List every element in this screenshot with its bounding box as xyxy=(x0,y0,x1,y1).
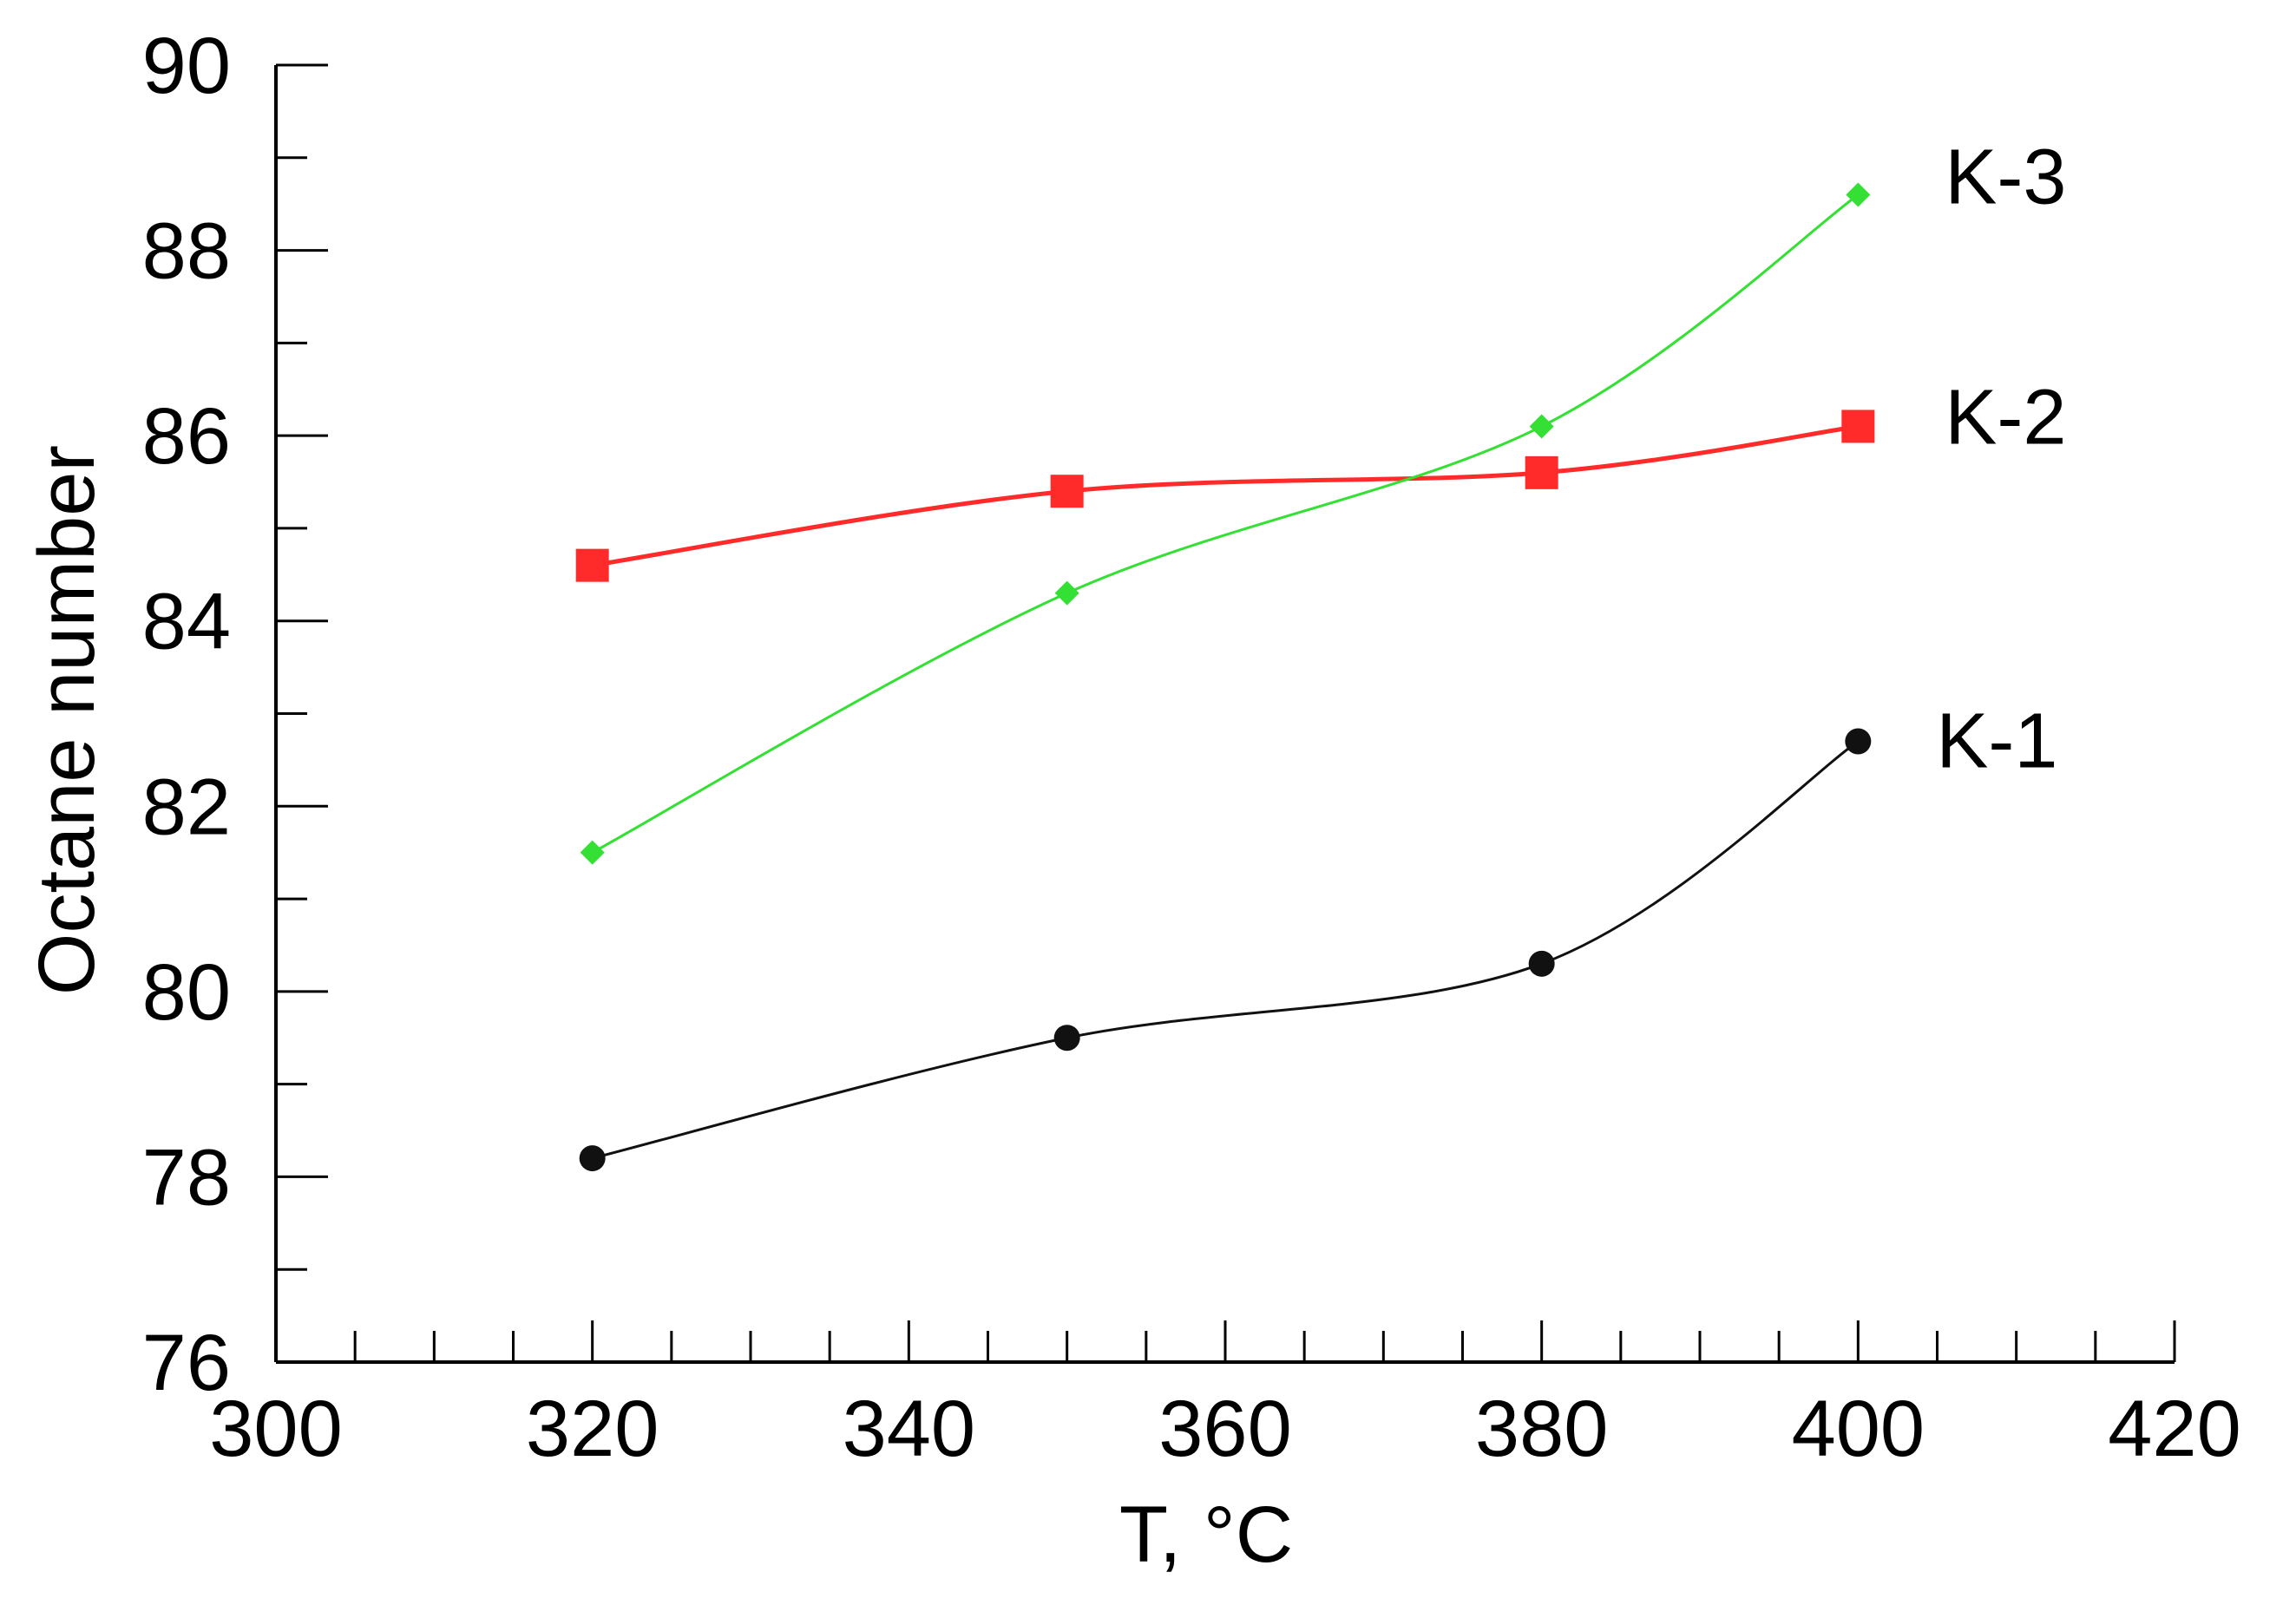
y-tick-label: 80 xyxy=(142,948,231,1037)
y-tick-label: 88 xyxy=(142,207,231,296)
y-axis-title: Octane number xyxy=(23,445,111,995)
x-tick-label: 360 xyxy=(1158,1385,1292,1473)
series-line-k-2 xyxy=(592,423,1859,568)
series-label-k-3: K-3 xyxy=(1945,134,2066,221)
x-tick-label: 400 xyxy=(1792,1385,1925,1473)
x-tick-label: 340 xyxy=(843,1385,976,1473)
series-line-k-3 xyxy=(591,193,1860,854)
data-point-k-2 xyxy=(1841,409,1875,443)
axes: 300 320 340 360 380 400 420 76 78 80 82 84 86 88 90 xyxy=(142,22,2241,1473)
data-point-k-2 xyxy=(575,548,609,582)
y-tick-label: 84 xyxy=(142,578,231,666)
data-point-k-3 xyxy=(1846,182,1871,207)
series-line-k-1 xyxy=(592,740,1860,1160)
y-tick-label: 76 xyxy=(142,1319,231,1407)
data-point-k-1 xyxy=(1845,728,1872,755)
y-tick-label: 78 xyxy=(142,1133,231,1222)
data-point-k-3 xyxy=(1529,414,1554,439)
data-point-k-2 xyxy=(1525,455,1558,489)
data-point-k-1 xyxy=(1528,950,1555,977)
series-label-k-2: K-2 xyxy=(1945,374,2066,461)
series-label-k-1: K-1 xyxy=(1936,698,2057,785)
data-point-k-2 xyxy=(1050,475,1084,508)
series-layer xyxy=(575,182,1875,1172)
y-tick-label: 86 xyxy=(142,392,231,481)
data-point-k-3 xyxy=(580,840,605,865)
labels: K-1 K-2 K-3 xyxy=(1936,134,2066,785)
x-tick-label: 380 xyxy=(1475,1385,1609,1473)
x-tick-label: 320 xyxy=(526,1385,659,1473)
data-point-k-3 xyxy=(1054,580,1079,606)
y-tick-label: 82 xyxy=(142,763,231,851)
data-point-k-1 xyxy=(579,1145,606,1172)
x-tick-label: 300 xyxy=(209,1385,343,1473)
y-tick-label: 90 xyxy=(142,22,231,110)
x-axis-title: T, °C xyxy=(1119,1490,1293,1579)
x-tick-label: 420 xyxy=(2108,1385,2241,1473)
data-point-k-1 xyxy=(1053,1025,1080,1051)
